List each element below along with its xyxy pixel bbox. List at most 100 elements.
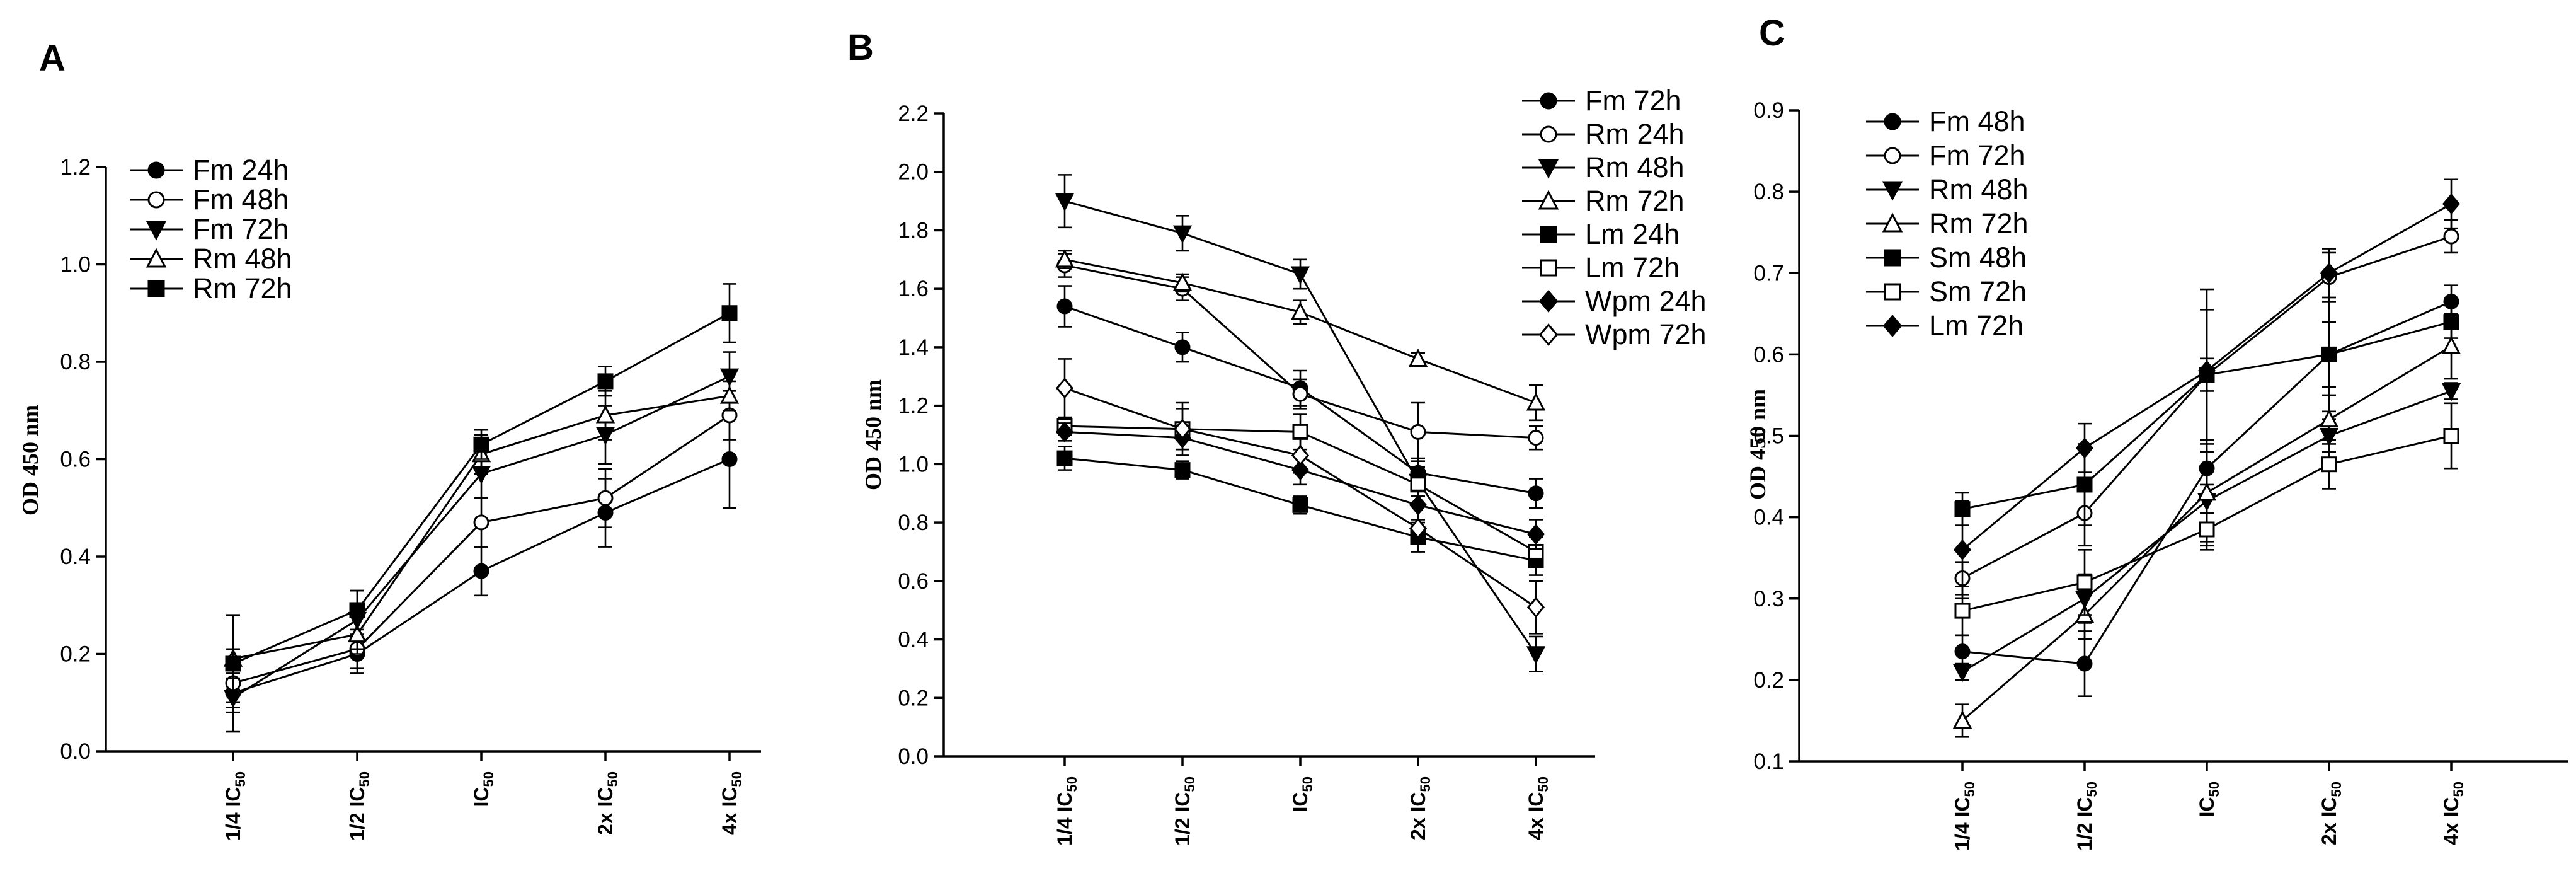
data-point [2321,456,2337,473]
legend-marker [1882,212,1903,233]
data-point [2441,336,2461,354]
y-tick-label: 1.6 [898,277,929,301]
legend-label: Rm 72h [1929,207,2029,240]
x-tick-label-base: 2x IC [1407,792,1429,840]
y-tick-label: 0.0 [60,739,91,764]
y-tick-label: 0.4 [898,628,929,652]
x-tick-label-subscript: 50 [357,771,372,787]
legend-label: Wpm 24h [1585,285,1707,317]
x-tick-label-subscript: 50 [1182,776,1198,792]
legend-marker [1538,323,1559,346]
x-tick-label-subscript: 50 [2451,782,2466,797]
legend-item: Lm 72h [1866,309,2024,342]
x-tick-label: IC50 [1289,776,1315,812]
legend-marker [1540,226,1557,243]
data-point [2319,409,2339,428]
legend-item: Fm 72h [130,213,289,245]
data-point [1055,421,1074,442]
x-tick-label: 1/2 IC50 [2073,782,2100,851]
data-point [473,514,489,531]
x-tick-label-base: 1/2 IC [346,787,369,840]
legend-label: Fm 48h [193,183,289,216]
legend-label: Sm 48h [1929,241,2027,274]
x-tick-label: 4x IC50 [718,771,745,835]
x-tick-label-base: 1/2 IC [1171,792,1194,845]
legend-marker [1540,259,1557,277]
x-tick-label-subscript: 50 [1417,776,1433,792]
y-tick-label: 0.8 [1753,180,1784,204]
legend-item: Rm 48h [1522,151,1685,183]
series-rm-72h [1055,249,1546,422]
data-point [1954,643,1971,660]
y-tick-label: 0.0 [898,744,929,769]
x-tick-label-base: IC [2195,797,2218,817]
data-point [2442,193,2461,215]
x-tick-label-base: 2x IC [2318,797,2340,845]
legend-label: Fm 48h [1929,105,2025,137]
y-tick-label: 2.2 [898,101,929,126]
y-tick-label: 0.9 [1753,98,1784,123]
y-tick-label: 0.3 [1753,587,1784,611]
data-point [1528,485,1544,502]
y-tick-label: 1.4 [898,335,929,360]
legend-marker [147,280,165,297]
y-tick-label: 1.2 [60,155,91,180]
legend-item: Rm 72h [1866,207,2029,240]
legend-label: Rm 72h [193,272,292,304]
data-point [1174,462,1191,478]
legend-item: Fm 48h [130,183,289,216]
legend-item: Rm 72h [1522,185,1685,217]
panel-letter: B [847,27,874,68]
data-point [1292,386,1308,402]
data-point [597,490,614,506]
data-point [1173,418,1192,440]
data-point [1174,339,1191,355]
data-point [1055,249,1075,268]
legend-label: Fm 72h [193,213,289,245]
data-point [1526,392,1546,411]
legend-marker [1538,290,1559,313]
data-point [349,602,365,618]
legend-marker [147,161,165,179]
legend-label: Lm 24h [1585,218,1680,250]
data-point [1172,272,1193,291]
x-tick-label-subscript: 50 [232,771,248,787]
y-tick-label: 0.6 [1753,342,1784,367]
x-tick-label: IC50 [470,771,496,807]
data-point [2441,383,2461,401]
x-tick-label: 2x IC50 [594,771,621,835]
data-point [2076,574,2093,591]
data-point [1952,710,1972,729]
legend-marker [1884,147,1901,164]
data-point [2443,428,2459,444]
data-point [1409,517,1428,539]
legend-marker [1882,181,1903,201]
x-tick-label: 1/4 IC50 [1053,776,1080,846]
legend-item: Fm 72h [1522,84,1681,117]
x-tick-label-subscript: 50 [605,771,621,787]
legend-label: Rm 48h [1929,173,2029,205]
data-point [1954,603,1971,619]
x-tick-label-subscript: 50 [729,771,745,787]
x-tick-label-base: 2x IC [594,787,617,834]
y-axis-title: OD 450 nm [861,379,886,490]
legend-marker [1884,113,1901,130]
legend-marker [146,248,167,268]
x-tick-label-subscript: 50 [481,771,496,787]
y-tick-label: 0.8 [60,350,91,374]
legend-marker [1882,315,1903,337]
x-tick-label-base: 1/4 IC [1053,792,1076,845]
y-tick-label: 0.2 [898,686,929,710]
data-point [1172,225,1193,244]
legend-label: Lm 72h [1929,309,2024,342]
panel-letter: C [1759,13,1785,54]
data-point [719,385,740,404]
y-tick-label: 0.5 [1753,424,1784,449]
series-rm-72h [225,283,738,679]
legend-marker [1884,283,1901,301]
y-tick-label: 0.4 [60,545,91,569]
panel-a: A0.00.20.40.60.81.01.2OD 450 nm1/4 IC501… [18,38,761,841]
x-tick-label-subscript: 50 [2084,782,2100,797]
